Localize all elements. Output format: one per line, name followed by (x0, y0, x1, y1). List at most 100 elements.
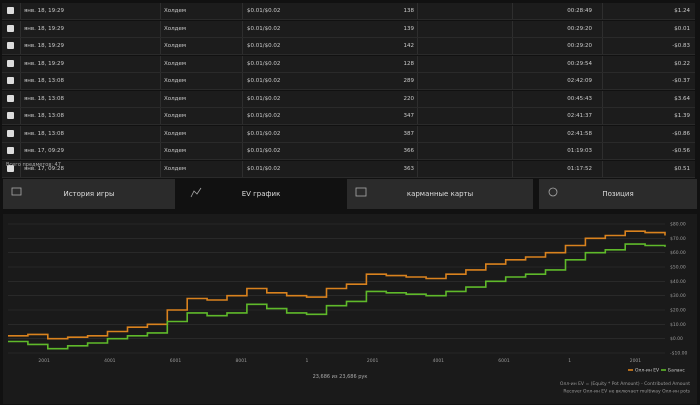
x-tick-label: 4001 (104, 358, 116, 364)
column-separator (160, 160, 161, 177)
table-cell: Холдем (164, 130, 186, 137)
column-separator (242, 3, 243, 19)
table-footer: Всего предметов: 47 (6, 162, 61, 168)
table-cell: янв. 17, 09:29 (24, 148, 64, 154)
tab[interactable]: карманные карты (347, 179, 533, 209)
checkbox[interactable] (7, 77, 14, 84)
table-cell: -$0.83 (672, 43, 690, 49)
tab[interactable]: EV график (181, 179, 341, 209)
column-separator (242, 55, 243, 72)
checkbox[interactable] (7, 147, 14, 154)
table-cell: янв. 18, 19:29 (24, 43, 64, 49)
column-separator (242, 38, 243, 54)
x-tick-label: 6001 (498, 358, 510, 364)
column-separator (20, 160, 21, 177)
y-tick-label: $50.00 (670, 265, 686, 271)
table-row[interactable]: янв. 18, 19:29 Холдем $0.01/$0.02 142 00:29:… (2, 38, 695, 55)
table-row[interactable]: янв. 18, 19:29 Холдем $0.01/$0.02 138 00:28:… (2, 3, 695, 20)
column-separator (417, 143, 418, 159)
column-separator (602, 55, 603, 72)
table-cell: янв. 18, 13:08 (24, 95, 64, 102)
table-cell: 00:29:54 (567, 60, 592, 67)
table-cell: $3.64 (674, 95, 690, 102)
checkbox[interactable] (7, 164, 14, 172)
checkbox[interactable] (7, 24, 14, 32)
column-separator (160, 73, 161, 89)
series-line (8, 230, 666, 340)
column-separator (417, 90, 418, 107)
checkbox[interactable] (7, 112, 14, 119)
x-tick-label: 6001 (170, 358, 182, 364)
tab[interactable]: Позиция (539, 179, 697, 209)
y-tick-label: $10.00 (670, 322, 686, 328)
table-cell: 00:28:49 (567, 8, 592, 14)
column-separator (160, 20, 161, 37)
table-row[interactable]: янв. 18, 13:08 Холдем $0.01/$0.02 220 00:45:… (2, 90, 695, 108)
table-cell: 139 (403, 25, 415, 32)
column-separator (160, 108, 161, 124)
checkbox[interactable] (7, 129, 14, 137)
y-tick-label: $0.00 (670, 336, 683, 342)
column-separator (602, 160, 603, 177)
column-separator (160, 3, 161, 19)
table-cell: янв. 18, 13:08 (24, 113, 64, 119)
column-separator (602, 143, 603, 159)
table-row[interactable]: янв. 17, 09:28 Холдем $0.01/$0.02 363 01:17:… (2, 160, 695, 178)
table-cell: Холдем (164, 78, 186, 84)
table-row[interactable]: янв. 18, 13:08 Холдем $0.01/$0.02 289 02:42:… (2, 73, 695, 90)
table-cell: 363 (403, 165, 415, 172)
table-cell: янв. 18, 19:29 (24, 60, 64, 67)
x-tick-label: 2001 (630, 358, 642, 364)
y-tick-label: $80.00 (670, 222, 686, 228)
y-tick-label: $30.00 (670, 293, 686, 299)
y-tick-label: $20.00 (670, 308, 686, 314)
table-row[interactable]: янв. 17, 09:29 Холдем $0.01/$0.02 366 01:19:… (2, 143, 695, 160)
table-cell: Холдем (164, 43, 186, 49)
table-cell: $0.01/$0.02 (247, 8, 281, 14)
table-cell: янв. 18, 19:29 (24, 25, 64, 32)
table-cell: $0.01/$0.02 (247, 43, 281, 49)
column-separator (417, 108, 418, 124)
table-cell: -$0.86 (672, 130, 690, 137)
checkbox[interactable] (7, 59, 14, 67)
column-separator (417, 125, 418, 142)
column-separator (512, 143, 513, 159)
column-separator (160, 125, 161, 142)
table-cell: $0.01/$0.02 (247, 165, 281, 172)
tab-label: карманные карты (406, 190, 474, 198)
y-tick-label: $40.00 (670, 279, 686, 285)
table-cell: $0.01/$0.02 (247, 60, 281, 67)
tab-label: EV график (241, 190, 281, 198)
column-separator (512, 108, 513, 124)
tab[interactable]: История игры (3, 179, 175, 209)
column-separator (512, 73, 513, 89)
column-separator (242, 125, 243, 142)
table-cell: $0.01/$0.02 (247, 130, 281, 137)
table-cell: $0.01/$0.02 (247, 95, 281, 102)
table-cell: $0.51 (674, 165, 690, 172)
table-row[interactable]: янв. 18, 13:08 Холдем $0.01/$0.02 387 02:41:… (2, 125, 695, 143)
column-separator (602, 38, 603, 54)
checkbox[interactable] (7, 42, 14, 49)
checkbox[interactable] (7, 7, 14, 14)
table-cell: янв. 17, 09:28 (24, 165, 64, 172)
table-row[interactable]: янв. 18, 13:08 Холдем $0.01/$0.02 347 02:41:… (2, 108, 695, 125)
table-row[interactable]: янв. 18, 19:29 Холдем $0.01/$0.02 139 00:29:… (2, 20, 695, 38)
column-separator (20, 3, 21, 19)
table-row[interactable]: янв. 18, 19:29 Холдем $0.01/$0.02 128 00:29:… (2, 55, 695, 73)
table-cell: Холдем (164, 95, 186, 102)
chart-bg (3, 214, 697, 404)
column-separator (20, 55, 21, 72)
table-cell: 142 (403, 43, 415, 49)
note: Олл-ин EV = (Equity * Pot Amount) - Cont… (560, 381, 690, 387)
checkbox[interactable] (7, 94, 14, 102)
column-separator (417, 160, 418, 177)
table-cell: -$0.37 (672, 78, 690, 84)
note: Recover Олл-ин EV не включает multiway О… (563, 389, 690, 395)
column-separator (417, 38, 418, 54)
table-cell: Холдем (164, 8, 186, 14)
table-cell: 00:45:43 (567, 95, 592, 102)
table-cell: 00:29:20 (567, 25, 592, 32)
table-cell: $0.01/$0.02 (247, 148, 281, 154)
